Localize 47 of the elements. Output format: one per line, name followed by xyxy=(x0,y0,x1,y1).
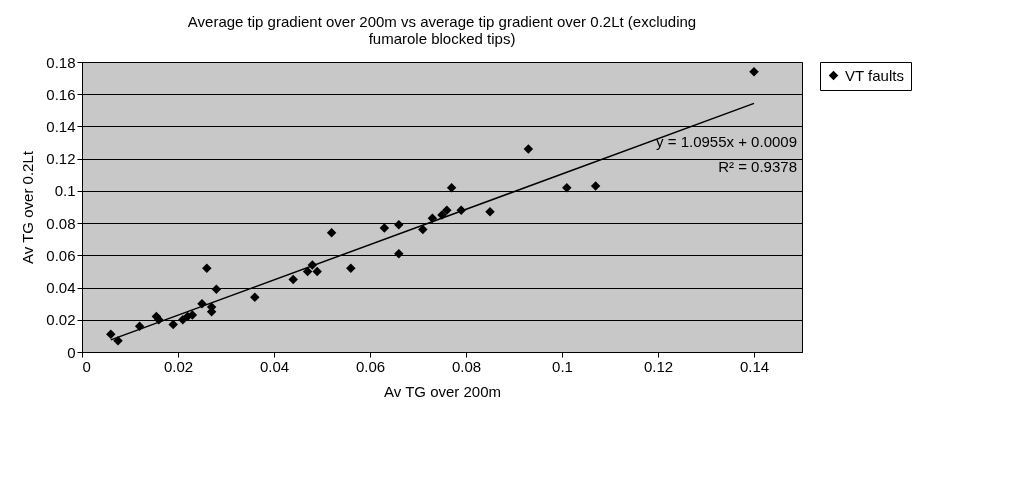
point xyxy=(394,219,404,230)
y-tick-label: 0.06 xyxy=(46,246,76,264)
text: Average tip gradient over 200m vs average tip gradient over 0.2Lt (excluding xyxy=(187,13,697,30)
annotation: y = 1.0955x + 0.0009 xyxy=(656,133,797,150)
x-tick-label: 0.1 xyxy=(552,357,573,375)
text: fumarole blocked tips) xyxy=(368,30,516,47)
y-tick-label: 0 xyxy=(67,343,76,361)
x-tick-label: 0.04 xyxy=(259,357,290,375)
point xyxy=(418,224,428,235)
point xyxy=(523,144,534,154)
y-tick-label: 0.12 xyxy=(46,150,76,168)
point xyxy=(749,66,759,77)
point xyxy=(562,182,572,193)
y-tick-label: 0.18 xyxy=(46,53,76,71)
point xyxy=(288,274,298,285)
point xyxy=(394,248,404,259)
y-tick-label: 0.08 xyxy=(46,214,76,232)
point xyxy=(202,263,212,273)
point xyxy=(211,284,222,294)
y-tick-label: 0.16 xyxy=(46,85,76,103)
point xyxy=(312,266,322,277)
y-axis-title: Av TG over 0.2Lt xyxy=(19,150,37,264)
point xyxy=(326,228,337,238)
x-tick-label: 0.08 xyxy=(451,357,482,375)
point xyxy=(590,181,601,191)
legend-label: VT faults xyxy=(845,66,904,84)
point xyxy=(113,335,123,346)
x-tick-label: 0.14 xyxy=(739,357,770,375)
y-tick-label: 0.1 xyxy=(54,182,76,200)
point xyxy=(379,223,390,233)
annotation: R² = 0.9378 xyxy=(718,158,797,175)
y-tick-label: 0.04 xyxy=(46,279,76,297)
point xyxy=(250,292,260,302)
point xyxy=(197,298,207,309)
point xyxy=(346,263,356,273)
point xyxy=(168,319,178,330)
x-tick-label: 0.02 xyxy=(163,357,194,375)
x-tick-label: 0 xyxy=(82,357,91,375)
point xyxy=(446,182,457,193)
x-axis-title: Av TG over 200m xyxy=(384,382,501,400)
x-tick-label: 0.12 xyxy=(643,357,674,375)
y-tick-label: 0.02 xyxy=(46,311,76,329)
point xyxy=(442,205,452,215)
y-tick-label: 0.14 xyxy=(46,117,76,135)
point xyxy=(178,315,188,325)
point xyxy=(106,329,116,340)
x-tick-label: 0.06 xyxy=(355,357,386,375)
